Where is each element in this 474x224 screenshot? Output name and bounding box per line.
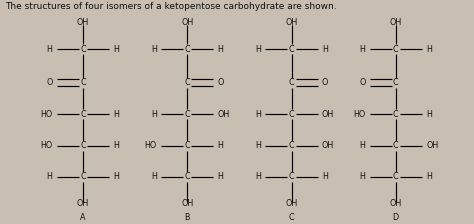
Text: H: H <box>47 45 53 54</box>
Text: OH: OH <box>181 18 193 27</box>
Text: OH: OH <box>285 18 298 27</box>
Text: OH: OH <box>218 110 230 119</box>
Text: HO: HO <box>353 110 365 119</box>
Text: H: H <box>255 141 261 150</box>
Text: C: C <box>289 213 294 222</box>
Text: C: C <box>289 172 294 181</box>
Text: A: A <box>80 213 86 222</box>
Text: H: H <box>322 45 328 54</box>
Text: H: H <box>255 45 261 54</box>
Text: D: D <box>393 213 399 222</box>
Text: OH: OH <box>322 110 334 119</box>
Text: C: C <box>80 172 86 181</box>
Text: HO: HO <box>40 110 53 119</box>
Text: C: C <box>184 141 190 150</box>
Text: H: H <box>218 45 223 54</box>
Text: OH: OH <box>181 199 193 208</box>
Text: OH: OH <box>390 18 402 27</box>
Text: OH: OH <box>77 199 89 208</box>
Text: H: H <box>255 172 261 181</box>
Text: O: O <box>218 78 224 87</box>
Text: C: C <box>184 172 190 181</box>
Text: C: C <box>393 78 399 87</box>
Text: C: C <box>80 45 86 54</box>
Text: H: H <box>360 141 365 150</box>
Text: H: H <box>113 110 119 119</box>
Text: H: H <box>113 141 119 150</box>
Text: C: C <box>80 110 86 119</box>
Text: O: O <box>359 78 365 87</box>
Text: C: C <box>184 78 190 87</box>
Text: O: O <box>46 78 53 87</box>
Text: H: H <box>151 110 157 119</box>
Text: C: C <box>80 78 86 87</box>
Text: C: C <box>80 141 86 150</box>
Text: H: H <box>218 172 223 181</box>
Text: H: H <box>218 141 223 150</box>
Text: C: C <box>289 45 294 54</box>
Text: H: H <box>426 110 432 119</box>
Text: H: H <box>255 110 261 119</box>
Text: OH: OH <box>285 199 298 208</box>
Text: C: C <box>393 141 399 150</box>
Text: B: B <box>184 213 190 222</box>
Text: C: C <box>184 45 190 54</box>
Text: OH: OH <box>390 199 402 208</box>
Text: The structures of four isomers of a ketopentose carbohydrate are shown.: The structures of four isomers of a keto… <box>5 2 337 11</box>
Text: C: C <box>289 141 294 150</box>
Text: HO: HO <box>145 141 157 150</box>
Text: H: H <box>113 172 119 181</box>
Text: H: H <box>151 172 157 181</box>
Text: C: C <box>289 110 294 119</box>
Text: H: H <box>426 45 432 54</box>
Text: OH: OH <box>77 18 89 27</box>
Text: OH: OH <box>322 141 334 150</box>
Text: O: O <box>322 78 328 87</box>
Text: H: H <box>47 172 53 181</box>
Text: C: C <box>289 78 294 87</box>
Text: C: C <box>393 45 399 54</box>
Text: H: H <box>151 45 157 54</box>
Text: C: C <box>184 110 190 119</box>
Text: H: H <box>322 172 328 181</box>
Text: H: H <box>113 45 119 54</box>
Text: C: C <box>393 110 399 119</box>
Text: HO: HO <box>40 141 53 150</box>
Text: H: H <box>360 45 365 54</box>
Text: OH: OH <box>426 141 438 150</box>
Text: H: H <box>360 172 365 181</box>
Text: C: C <box>393 172 399 181</box>
Text: H: H <box>426 172 432 181</box>
